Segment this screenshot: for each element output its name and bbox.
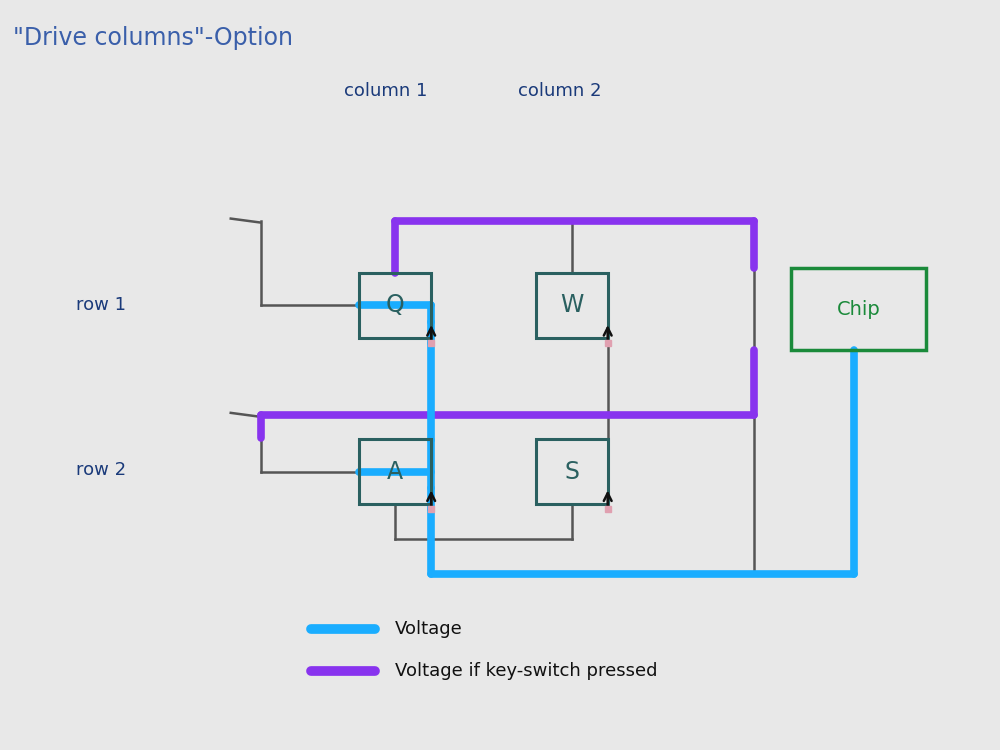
Text: "Drive columns"-Option: "Drive columns"-Option <box>13 26 293 50</box>
Text: Chip: Chip <box>837 300 880 319</box>
Bar <box>536 440 608 504</box>
Bar <box>791 268 926 350</box>
Text: Voltage: Voltage <box>395 620 463 638</box>
Text: S: S <box>564 460 579 484</box>
Text: A: A <box>387 460 403 484</box>
Text: column 2: column 2 <box>518 82 602 100</box>
Text: Q: Q <box>386 293 405 317</box>
Text: Voltage if key-switch pressed: Voltage if key-switch pressed <box>395 662 658 680</box>
Text: row 2: row 2 <box>76 460 126 478</box>
Bar <box>359 440 431 504</box>
Bar <box>536 273 608 338</box>
Text: row 1: row 1 <box>76 296 126 314</box>
Text: column 1: column 1 <box>344 82 427 100</box>
Bar <box>359 273 431 338</box>
Text: W: W <box>560 293 583 317</box>
